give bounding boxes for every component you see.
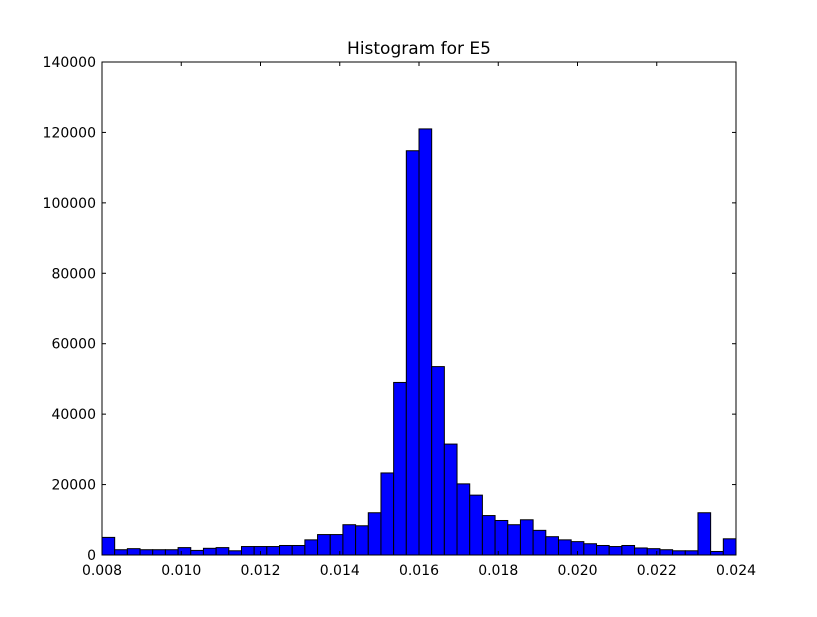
axes-group: 0.008 0.010 0.012 0.014 0.016 0.018 0.020 0.022… — [43, 55, 757, 579]
histogram-bar — [355, 525, 369, 556]
histogram-bar — [532, 529, 547, 556]
histogram-bar — [697, 512, 712, 556]
histogram-bar — [101, 536, 116, 556]
histogram-bar — [443, 443, 458, 556]
histogram-bar — [710, 550, 724, 556]
histogram-bar — [291, 544, 306, 556]
y-tick-label: 100000 — [43, 196, 96, 212]
histogram-bar — [621, 544, 636, 556]
histogram-bar — [342, 524, 357, 556]
histogram-bar — [456, 483, 471, 556]
histogram-bar — [481, 515, 496, 556]
histogram-bar — [519, 519, 534, 556]
y-tick-label: 80000 — [51, 266, 96, 282]
histogram-bar — [608, 546, 623, 556]
histogram-bar — [190, 549, 204, 556]
x-tick-label: 0.020 — [557, 563, 597, 579]
histogram-bar — [164, 549, 179, 556]
histogram-bar — [266, 546, 281, 556]
histogram-bar — [469, 494, 483, 556]
x-tick-label: 0.012 — [240, 563, 280, 579]
histogram-bar — [507, 524, 521, 556]
histogram-bar — [684, 550, 699, 556]
x-tick-label: 0.014 — [320, 563, 360, 579]
chart-title: Histogram for E5 — [347, 39, 491, 59]
histogram-bar — [304, 539, 319, 556]
histogram-bar — [557, 539, 572, 556]
histogram-bar — [405, 150, 420, 556]
histogram-bar — [215, 547, 230, 556]
histogram-bar — [418, 128, 433, 556]
histogram-bar — [240, 546, 255, 556]
histogram-bar — [722, 538, 737, 556]
y-tick-label: 20000 — [51, 478, 96, 494]
histogram-bar — [202, 547, 217, 556]
y-tick-label: 60000 — [51, 337, 96, 353]
histogram-bar — [177, 547, 192, 556]
histogram-bar — [583, 543, 598, 556]
histogram-bar — [228, 550, 242, 556]
histogram-bar — [431, 366, 445, 556]
histogram-bar — [329, 534, 344, 556]
x-tick-label: 0.008 — [82, 563, 122, 579]
histogram-bar — [139, 549, 154, 556]
histogram-bar — [367, 512, 382, 556]
histogram-bar — [634, 547, 648, 556]
histogram-bar — [545, 536, 559, 556]
bars-group — [101, 128, 737, 556]
histogram-bar — [494, 519, 509, 556]
histogram-bar — [126, 548, 141, 556]
histogram-bar — [646, 548, 661, 556]
histogram-bar — [672, 550, 686, 556]
histogram-bar — [380, 472, 395, 556]
y-tick-label: 120000 — [43, 125, 96, 141]
histogram-bar — [596, 544, 610, 556]
y-tick-label: 0 — [87, 548, 96, 564]
x-tick-label: 0.022 — [637, 563, 677, 579]
x-tick-label: 0.018 — [478, 563, 518, 579]
histogram-bar — [114, 549, 128, 556]
histogram-bar — [317, 534, 331, 556]
histogram-bar — [659, 549, 674, 556]
x-tick-label: 0.010 — [161, 563, 201, 579]
histogram-bar — [279, 544, 293, 556]
x-tick-label: 0.024 — [716, 563, 756, 579]
x-tick-label: 0.016 — [399, 563, 439, 579]
y-tick-label: 140000 — [43, 55, 96, 71]
histogram-bar — [393, 381, 407, 556]
histogram-bar — [152, 549, 166, 556]
y-tick-label: 40000 — [51, 407, 96, 423]
